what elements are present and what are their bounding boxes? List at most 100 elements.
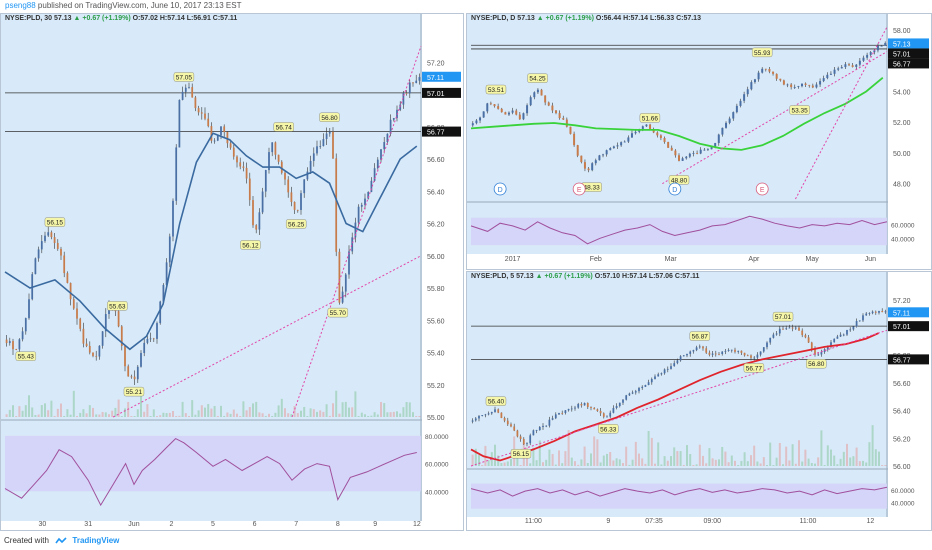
- price-label: 54.25: [529, 76, 546, 83]
- volume-bar: [104, 412, 107, 417]
- candle-body: [782, 328, 784, 330]
- candle-body: [21, 331, 24, 340]
- candle-body: [529, 435, 532, 444]
- candle-body: [606, 416, 608, 418]
- volume-bar: [785, 446, 788, 466]
- volume-bar: [181, 401, 184, 417]
- volume-bar: [152, 409, 155, 417]
- candle-body: [165, 262, 168, 286]
- price-label-box: [173, 72, 195, 82]
- volume-bar: [695, 464, 698, 466]
- candle-body: [140, 352, 142, 367]
- candle-body: [551, 418, 554, 420]
- volume-bar: [820, 430, 823, 466]
- candle-body: [696, 153, 699, 154]
- volume-bar: [21, 410, 24, 417]
- candle-body: [143, 342, 146, 353]
- chart-canvas[interactable]: 57.2057.0056.8056.6056.4056.2056.0056.40…: [467, 272, 931, 530]
- price-label-box: [806, 359, 827, 369]
- candle-body: [34, 258, 37, 275]
- publish-header: pseng88 published on TradingView.com, Ju…: [0, 0, 932, 12]
- candle-body: [814, 349, 816, 355]
- volume-bar: [274, 412, 277, 417]
- candle-body: [698, 346, 701, 348]
- candle-body: [884, 311, 887, 313]
- candle-body: [674, 150, 677, 156]
- candle-body: [746, 355, 749, 357]
- volume-bar: [18, 406, 21, 417]
- volume-bar: [689, 454, 692, 466]
- candle-body: [540, 89, 543, 96]
- volume-bar: [599, 462, 602, 466]
- volume-bar: [200, 405, 203, 417]
- candle-body: [66, 273, 69, 283]
- candle-body: [88, 346, 91, 353]
- candle-body: [580, 404, 583, 406]
- candle-body: [264, 170, 267, 192]
- volume-bar: [529, 463, 532, 466]
- candle-body: [678, 155, 680, 161]
- volume-bar: [408, 402, 411, 417]
- volume-bar: [184, 413, 187, 417]
- event-marker: [493, 182, 507, 196]
- candle-body: [743, 94, 746, 101]
- x-tick-label: 9: [606, 518, 610, 525]
- candle-body: [28, 299, 30, 319]
- symbol-legend: NYSE:PLD, D 57.13 ▲ +0.67 (+1.19%) O:56.…: [471, 15, 701, 22]
- chart-canvas[interactable]: 57.2057.0056.8056.6056.4056.2056.0055.80…: [1, 14, 463, 530]
- x-tick-label: 09:00: [704, 518, 722, 525]
- rsi-tick-label: 80.0000: [425, 434, 449, 441]
- volume-bar: [782, 464, 784, 466]
- candle-body: [325, 133, 328, 140]
- candle-body: [829, 73, 832, 75]
- change-value: ▲ +0.67 (+1.19%): [535, 273, 593, 280]
- candle-body: [24, 318, 27, 332]
- price-label-box: [123, 386, 145, 397]
- volume-bar: [117, 399, 120, 417]
- volume-bar: [162, 412, 165, 417]
- x-tick-label: Jun: [865, 256, 876, 263]
- chart-panel-30min[interactable]: NYSE:PLD, 30 57.13 ▲ +0.67 (+1.19%) O:57…: [0, 13, 464, 531]
- x-tick-label: Feb: [590, 256, 602, 263]
- candle-body: [769, 337, 772, 343]
- volume-bar: [558, 450, 560, 466]
- volume-bar: [306, 416, 309, 417]
- publisher-username[interactable]: pseng88: [5, 1, 36, 10]
- volume-bar: [290, 414, 293, 417]
- chart-panel-daily[interactable]: NYSE:PLD, D 57.13 ▲ +0.67 (+1.19%) O:56.…: [466, 13, 932, 270]
- candle-body: [714, 353, 717, 355]
- candle-body: [878, 310, 880, 313]
- tradingview-link[interactable]: TradingView: [72, 536, 120, 545]
- volume-bar: [609, 452, 612, 466]
- candle-body: [348, 251, 350, 275]
- candle-body: [133, 376, 136, 380]
- volume-bar: [226, 412, 229, 417]
- candle-body: [545, 425, 548, 427]
- volume-bar: [842, 451, 845, 466]
- candle-body: [544, 95, 547, 103]
- y-tick-label: 56.20: [427, 222, 445, 229]
- rsi-tick-label: 60.0000: [891, 223, 915, 230]
- chart-panel-5min[interactable]: NYSE:PLD, 5 57.13 ▲ +0.67 (+1.19%) O:57.…: [466, 271, 932, 531]
- volume-bar: [367, 416, 370, 417]
- price-label-box: [527, 73, 548, 83]
- price-label: 55.93: [754, 50, 771, 57]
- candle-body: [842, 334, 845, 336]
- candle-body: [312, 153, 315, 161]
- volume-bar: [303, 406, 306, 417]
- y-tick-label: 56.60: [893, 381, 911, 388]
- volume-bar: [884, 465, 887, 466]
- volume-bar: [63, 416, 66, 417]
- price-label-box: [107, 301, 128, 311]
- volume-bar: [264, 415, 267, 417]
- candle-body: [761, 68, 764, 73]
- candle-body: [801, 330, 804, 336]
- open-value: O:57.02: [132, 15, 158, 22]
- rsi-tick-label: 40.0000: [891, 500, 915, 507]
- candle-body: [823, 349, 826, 353]
- volume-bar: [602, 455, 605, 466]
- candle-body: [245, 167, 248, 179]
- candle-body: [586, 402, 589, 407]
- candle-body: [819, 81, 822, 85]
- chart-canvas[interactable]: 58.0056.0054.0052.0050.0048.0053.5154.25…: [467, 14, 931, 269]
